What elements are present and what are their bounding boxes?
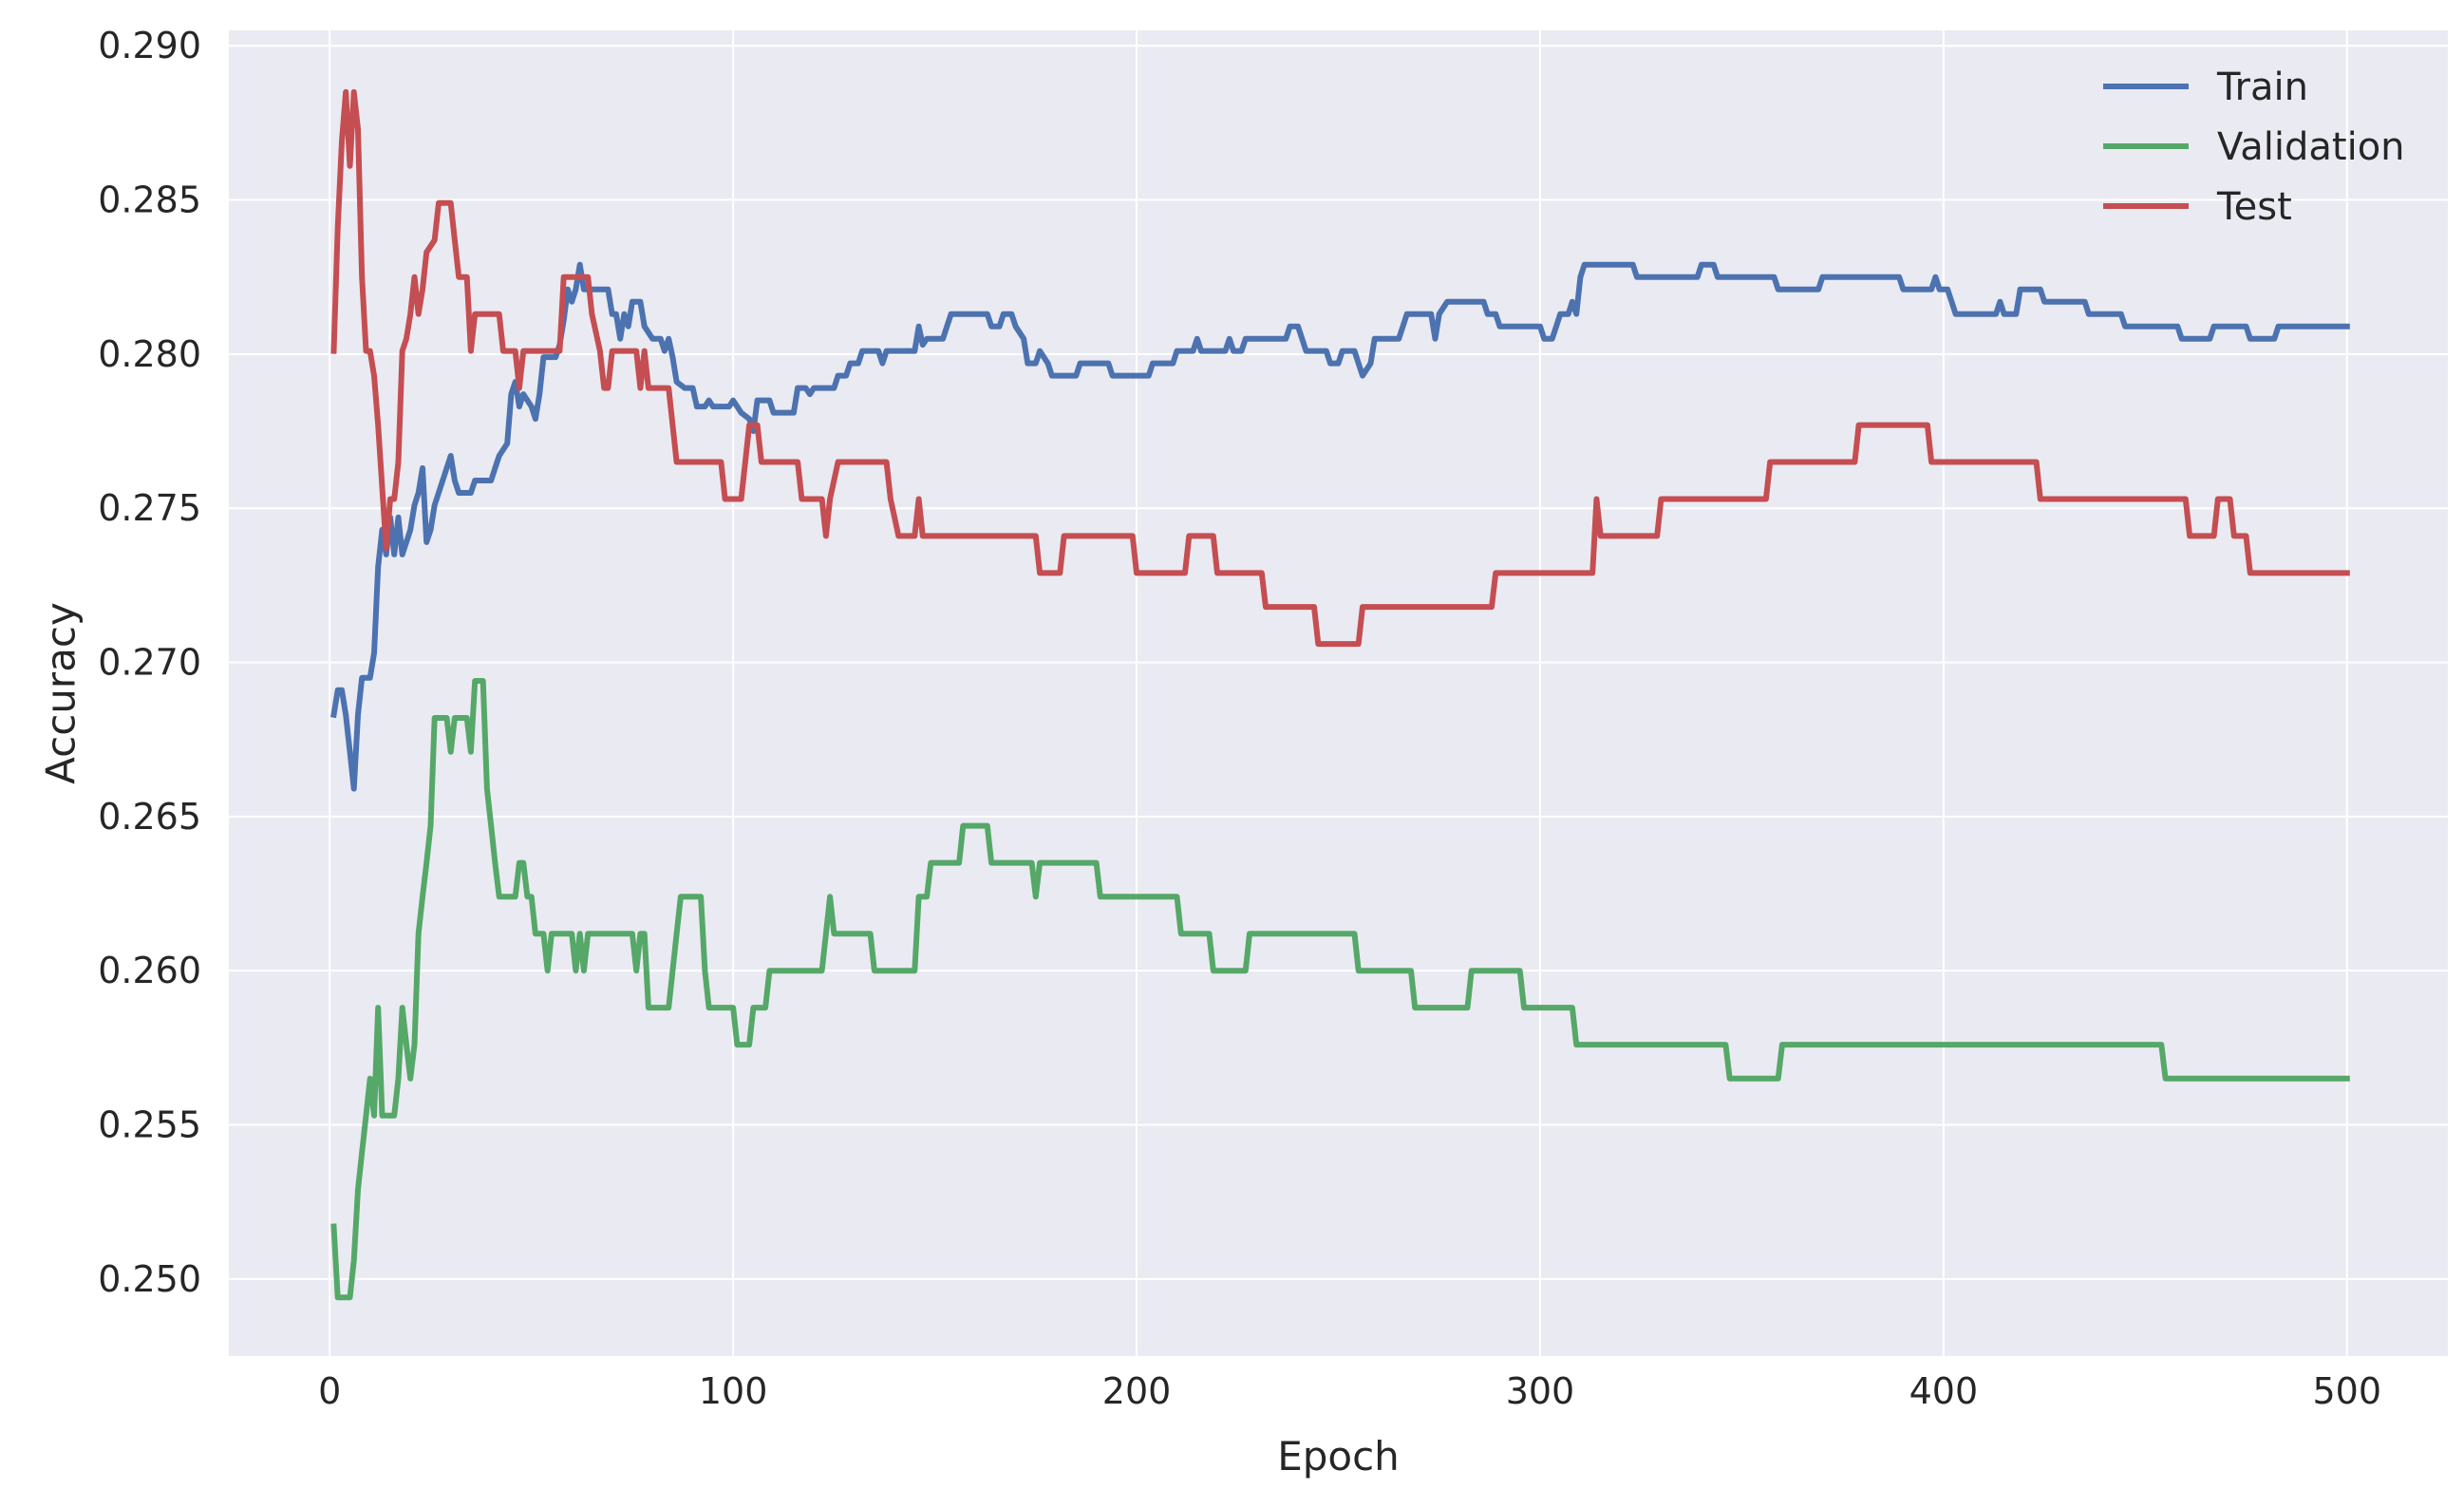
x-tick-label: 300 (1506, 1370, 1575, 1412)
y-tick-label: 0.280 (98, 333, 201, 375)
y-tick-label: 0.290 (98, 25, 201, 66)
legend-label: Test (2216, 185, 2292, 229)
y-tick-label: 0.275 (98, 487, 201, 529)
legend-label: Train (2216, 66, 2308, 109)
y-tick-label: 0.285 (98, 179, 201, 221)
x-tick-label: 200 (1102, 1370, 1172, 1412)
plot-background (229, 30, 2448, 1356)
y-tick-label: 0.250 (98, 1258, 201, 1300)
legend-item-test: Test (2103, 185, 2292, 229)
x-tick-label: 500 (2313, 1370, 2382, 1412)
legend: Train Validation Test (2103, 66, 2405, 229)
y-tick-label: 0.255 (98, 1104, 201, 1146)
y-axis-label: Accuracy (38, 602, 85, 784)
legend-item-train: Train (2103, 66, 2308, 109)
series-line-train (330, 261, 2350, 792)
series-line-validation (330, 678, 2350, 1301)
y-axis-ticks: 0.250 0.255 0.260 0.265 0.270 0.275 0.280 0.285… (98, 25, 201, 1300)
x-tick-label: 100 (699, 1370, 768, 1412)
y-tick-label: 0.260 (98, 950, 201, 991)
x-axis-ticks: 0 100 200 300 400 500 (318, 1370, 2381, 1412)
x-tick-label: 0 (318, 1370, 341, 1412)
legend-item-validation: Validation (2103, 125, 2405, 169)
x-axis-label: Epoch (1277, 1433, 1400, 1480)
x-tick-label: 400 (1909, 1370, 1979, 1412)
legend-label: Validation (2217, 125, 2405, 169)
y-tick-label: 0.270 (98, 642, 201, 684)
y-tick-label: 0.265 (98, 796, 201, 838)
series-line-test (330, 88, 2350, 648)
series-lines (330, 88, 2350, 1301)
